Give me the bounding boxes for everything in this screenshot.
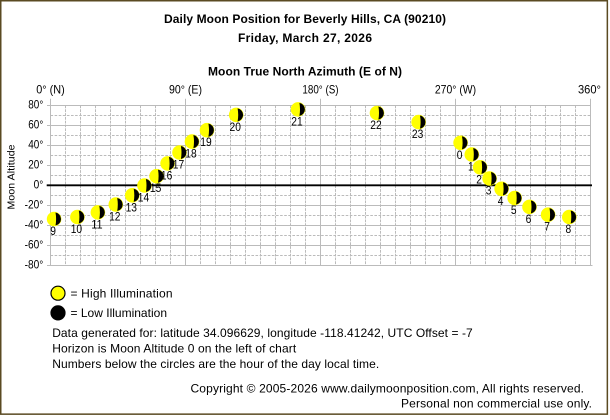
svg-text:1: 1 (468, 160, 474, 174)
svg-text:20°: 20° (28, 158, 43, 172)
svg-text:11: 11 (91, 217, 103, 231)
svg-text:12: 12 (109, 210, 121, 224)
svg-text:8: 8 (565, 222, 571, 236)
svg-text:-40°: -40° (25, 218, 44, 232)
svg-text:5: 5 (511, 203, 517, 217)
svg-text:90° (E): 90° (E) (169, 82, 202, 96)
svg-text:18: 18 (185, 147, 197, 161)
svg-text:Moon Altitude: Moon Altitude (5, 144, 17, 209)
svg-text:21: 21 (291, 114, 303, 128)
svg-text:180° (S): 180° (S) (302, 82, 338, 96)
svg-text:17: 17 (173, 158, 185, 172)
svg-text:10: 10 (71, 222, 83, 236)
svg-text:14: 14 (138, 191, 150, 205)
svg-text:Friday, March 27, 2026: Friday, March 27, 2026 (238, 31, 372, 45)
svg-text:23: 23 (412, 127, 424, 141)
svg-text:-20°: -20° (25, 198, 44, 212)
svg-text:16: 16 (161, 168, 173, 182)
svg-text:0: 0 (457, 148, 463, 162)
svg-text:80°: 80° (28, 98, 43, 112)
svg-text:= High Illumination: = High Illumination (71, 287, 173, 301)
svg-text:0°: 0° (34, 178, 44, 192)
svg-text:40°: 40° (28, 138, 43, 152)
svg-text:Daily Moon Position for Beverl: Daily Moon Position for Beverly Hills, C… (164, 12, 446, 26)
svg-text:360°: 360° (578, 82, 601, 96)
svg-text:270° (W): 270° (W) (435, 82, 476, 96)
svg-text:22: 22 (370, 118, 382, 132)
svg-text:-80°: -80° (25, 258, 44, 272)
svg-text:3: 3 (486, 184, 492, 198)
svg-text:20: 20 (230, 120, 242, 134)
svg-text:= Low Illumination: = Low Illumination (71, 306, 168, 320)
svg-text:15: 15 (150, 181, 162, 195)
svg-text:Horizon is Moon Altitude 0 on: Horizon is Moon Altitude 0 on the left o… (52, 342, 297, 356)
svg-text:4: 4 (498, 194, 504, 208)
svg-text:9: 9 (50, 224, 56, 238)
svg-text:Personal non commercial use on: Personal non commercial use only. (401, 397, 592, 411)
svg-text:19: 19 (200, 135, 212, 149)
svg-text:Numbers below the circles are: Numbers below the circles are the hour o… (52, 357, 379, 371)
svg-text:13: 13 (126, 200, 138, 214)
svg-text:7: 7 (544, 220, 550, 234)
svg-text:60°: 60° (28, 118, 43, 132)
svg-text:Moon True North Azimuth (E of: Moon True North Azimuth (E of N) (208, 65, 402, 79)
svg-text:2: 2 (476, 172, 482, 186)
svg-text:Copyright © 2005-2026 www.dail: Copyright © 2005-2026 www.dailymoonposit… (191, 381, 585, 395)
svg-text:-60°: -60° (25, 238, 44, 252)
svg-text:6: 6 (526, 212, 532, 226)
svg-text:Data generated for: latitude 3: Data generated for: latitude 34.096629, … (52, 326, 473, 340)
svg-text:0° (N): 0° (N) (36, 82, 65, 96)
